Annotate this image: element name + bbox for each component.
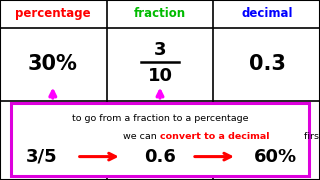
Text: 0.6: 0.6: [144, 148, 176, 166]
Text: decimal: decimal: [242, 7, 293, 21]
Text: 3: 3: [154, 41, 166, 59]
FancyBboxPatch shape: [11, 103, 309, 176]
Text: 3/5: 3/5: [26, 148, 57, 166]
Text: convert to a decimal: convert to a decimal: [160, 132, 269, 141]
Text: fraction: fraction: [134, 7, 186, 21]
Text: first: first: [301, 132, 320, 141]
Text: to go from a fraction to a percentage: to go from a fraction to a percentage: [72, 114, 248, 123]
Text: 10: 10: [148, 67, 172, 85]
Text: we can: we can: [123, 132, 160, 141]
Text: 60%: 60%: [254, 148, 297, 166]
Text: 0.3: 0.3: [249, 54, 286, 74]
Text: percentage: percentage: [15, 7, 91, 21]
Text: 30%: 30%: [28, 54, 78, 74]
